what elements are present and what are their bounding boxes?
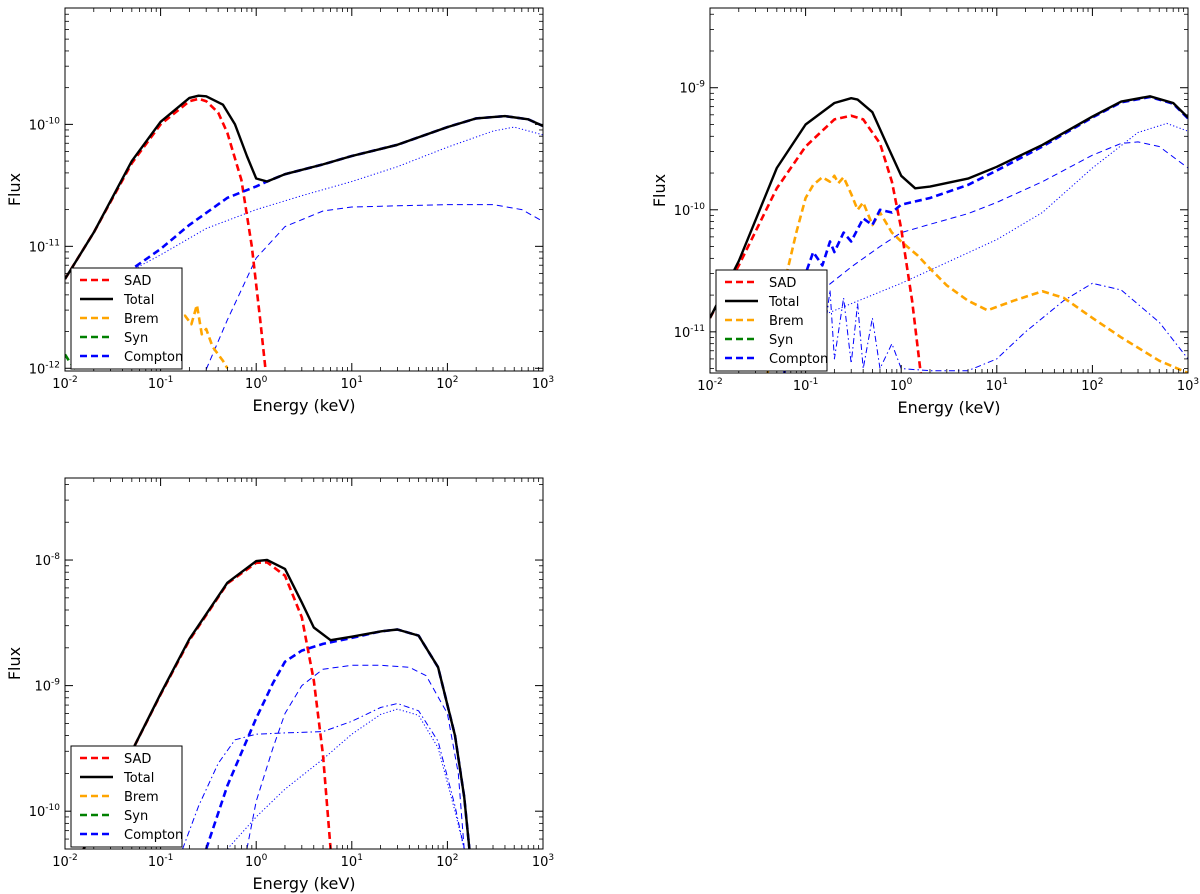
x-tick-label: 10-1 <box>148 375 174 392</box>
x-axis-label: Energy (keV) <box>252 396 355 415</box>
series-compton-component-1 <box>784 122 1188 330</box>
y-tick-label: 10-11 <box>29 238 60 255</box>
legend-label-compton: Compton <box>769 352 828 367</box>
legend-label-total: Total <box>123 771 154 786</box>
x-tick-label: 101 <box>341 375 363 392</box>
y-axis-label: Flux <box>5 647 24 680</box>
legend: SAD Total Brem Syn Compton <box>715 269 828 372</box>
legend-label-brem: Brem <box>769 314 804 329</box>
legend-label-compton: Compton <box>124 828 183 843</box>
y-axis-label: Flux <box>650 174 669 207</box>
x-tick-label: 103 <box>1177 377 1199 394</box>
x-axis-label: Energy (keV) <box>897 398 1000 417</box>
series-compton-component-3 <box>182 703 465 849</box>
series-compton-component-2 <box>796 141 1188 308</box>
legend-box <box>715 269 828 372</box>
legend-label-brem: Brem <box>124 790 159 805</box>
legend-box <box>70 745 183 848</box>
y-tick-label: 10-10 <box>29 803 61 820</box>
legend-label-total: Total <box>123 293 154 308</box>
legend-label-syn: Syn <box>769 333 793 348</box>
legend-label-sad: SAD <box>124 752 151 767</box>
series-compton-component-2 <box>246 664 465 849</box>
axes-frame <box>64 7 544 372</box>
series-total <box>710 95 1188 319</box>
series-total <box>82 558 471 849</box>
x-tick-label: 103 <box>532 853 554 870</box>
x-tick-label: 101 <box>986 377 1008 394</box>
y-tick-label: 10-9 <box>679 80 705 97</box>
x-tick-label: 100 <box>245 375 268 392</box>
legend-label-brem: Brem <box>124 312 159 327</box>
x-tick-label: 10-1 <box>148 853 174 870</box>
x-tick-label: 103 <box>532 375 554 392</box>
series-total <box>65 94 543 280</box>
panel-b-spectrum-chart: 10-2 10-1 100 101 102 103 10-11 10-10 10-9 Energy… <box>650 7 1199 417</box>
x-tick-label: 102 <box>436 853 458 870</box>
y-tick-label: 10-8 <box>34 552 60 569</box>
x-tick-label: 100 <box>890 377 913 394</box>
legend-label-sad: SAD <box>769 276 796 291</box>
legend-label-syn: Syn <box>124 809 148 824</box>
legend: SAD Total Brem Syn Compton <box>70 267 183 370</box>
x-tick-label: 10-1 <box>793 377 819 394</box>
x-axis-label: Energy (keV) <box>252 874 355 893</box>
series-compton-component-1 <box>227 708 465 849</box>
legend-box <box>70 267 183 370</box>
x-tick-label: 102 <box>436 375 458 392</box>
legend-label-syn: Syn <box>124 331 148 346</box>
series-group <box>710 95 1188 373</box>
y-tick-label: 10-12 <box>29 360 60 377</box>
x-tick-label: 102 <box>1081 377 1103 394</box>
y-tick-label: 10-11 <box>674 324 705 341</box>
y-tick-label: 10-10 <box>29 116 61 133</box>
series-compton-component-1 <box>122 126 543 276</box>
x-tick-label: 101 <box>341 853 363 870</box>
panel-c-spectrum-chart: 10-2 10-1 100 101 102 103 10-10 10-9 10-8 Energy … <box>5 477 554 893</box>
panel-a-spectrum-chart: 10-2 10-1 100 101 102 103 10-12 10-11 10-10 Energ… <box>5 7 554 415</box>
axes-frame <box>709 7 1189 374</box>
y-tick-label: 10-10 <box>674 202 706 219</box>
x-tick-label: 10-2 <box>52 375 78 392</box>
x-tick-label: 100 <box>245 853 268 870</box>
legend: SAD Total Brem Syn Compton <box>70 745 183 848</box>
series-sad <box>710 114 922 373</box>
axes-frame <box>64 477 544 850</box>
legend-label-sad: SAD <box>124 274 151 289</box>
series-compton-component-2 <box>205 204 543 370</box>
x-tick-label: 10-2 <box>697 377 723 394</box>
legend-label-total: Total <box>768 295 799 310</box>
y-tick-label: 10-9 <box>34 678 60 695</box>
legend-label-compton: Compton <box>124 350 183 365</box>
x-tick-label: 10-2 <box>52 853 78 870</box>
y-axis-label: Flux <box>5 173 24 206</box>
